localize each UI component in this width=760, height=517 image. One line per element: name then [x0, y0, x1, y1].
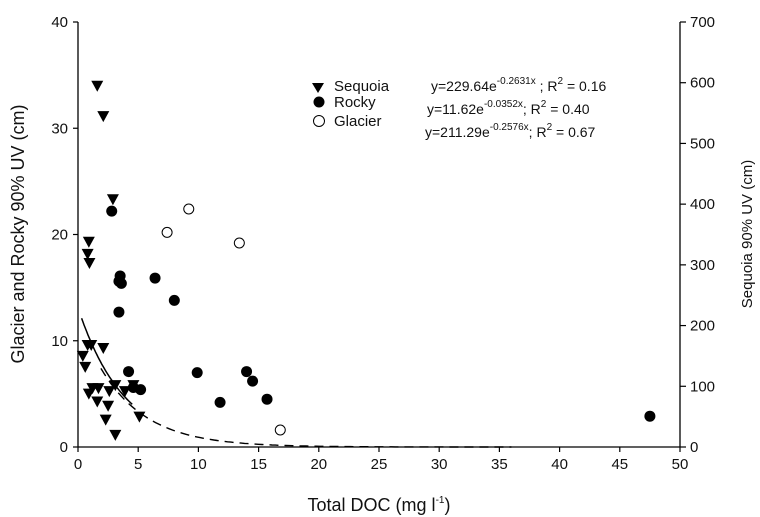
sequoia-point — [82, 236, 95, 248]
rocky-point — [191, 367, 203, 379]
rocky-point — [241, 366, 253, 378]
sequoia-point — [92, 383, 105, 395]
data-points — [76, 80, 656, 441]
rocky-point — [247, 375, 259, 387]
rocky-point — [149, 272, 161, 284]
fit-curves — [80, 317, 512, 448]
right-y-tick-label: 200 — [690, 318, 715, 335]
sequoia-fit-line — [80, 317, 133, 405]
sequoia-point — [118, 386, 131, 398]
sequoia-point — [103, 386, 116, 398]
sequoia-point — [79, 361, 92, 373]
rocky-point — [123, 366, 135, 378]
right-y-tick-label: 300 — [690, 257, 715, 274]
legend-sequoia-marker — [312, 83, 324, 93]
sequoia-point — [109, 380, 122, 392]
x-tick-label: 15 — [250, 456, 267, 473]
ticks: 0 5 10 15 20 25 30 35 40 45 5001020304001002003004… — [51, 14, 715, 473]
glacier-point — [274, 424, 286, 436]
rocky-point — [135, 384, 147, 396]
x-axis-title: Total DOC (mg l-1) — [308, 495, 451, 515]
rocky-point — [644, 410, 656, 422]
sequoia-point — [82, 388, 95, 400]
legend-sequoia-label: Sequoia — [334, 78, 390, 95]
left-y-tick-label: 40 — [51, 14, 68, 31]
legend-glacier-marker — [313, 115, 325, 127]
sequoia-point — [102, 400, 115, 412]
legend-glacier-equation: y=211.29e-0.2576x; R2 = 0.67 — [425, 122, 596, 140]
sequoia-point — [97, 111, 110, 123]
glacier-point — [161, 226, 173, 238]
sequoia-point — [97, 343, 110, 355]
sequoia-point — [91, 80, 104, 92]
sequoia-point — [83, 258, 96, 270]
glacier-point — [233, 237, 245, 249]
x-tick-label: 35 — [491, 456, 508, 473]
legend-sequoia-equation: y=229.64e-0.2631x ; R2 = 0.16 — [431, 76, 606, 94]
sequoia-point — [91, 396, 104, 408]
right-y-tick-label: 100 — [690, 378, 715, 395]
x-tick-label: 50 — [672, 456, 689, 473]
glacier-fit-line — [100, 368, 512, 448]
left-y-tick-label: 0 — [60, 439, 68, 456]
right-y-tick-label: 0 — [690, 439, 698, 456]
rocky-point — [261, 393, 273, 405]
x-tick-label: 40 — [551, 456, 568, 473]
sequoia-point — [81, 248, 94, 260]
rocky-point — [168, 294, 180, 306]
right-y-tick-label: 500 — [690, 135, 715, 152]
x-tick-label: 20 — [310, 456, 327, 473]
rocky-point — [115, 277, 127, 289]
sequoia-point — [109, 429, 122, 441]
x-tick-label: 10 — [190, 456, 207, 473]
right-y-tick-label: 400 — [690, 196, 715, 213]
x-tick-label: 30 — [431, 456, 448, 473]
x-tick-label: 5 — [134, 456, 142, 473]
legend-glacier-label: Glacier — [334, 113, 382, 130]
sequoia-point — [85, 340, 98, 351]
rocky-point — [106, 205, 118, 217]
sequoia-point — [133, 411, 146, 423]
x-tick-label: 25 — [371, 456, 388, 473]
legend-rocky-label: Rocky — [334, 94, 376, 111]
glacier-point — [183, 203, 195, 215]
legend: Sequoia y=229.64e-0.2631x ; R2 = 0.16 Ro… — [312, 76, 606, 140]
left-y-tick-label: 20 — [51, 227, 68, 244]
rocky-point — [113, 306, 125, 318]
right-y-tick-label: 600 — [690, 75, 715, 92]
left-y-axis-title: Glacier and Rocky 90% UV (cm) — [8, 104, 28, 363]
legend-rocky-equation: y=11.62e-0.0352x; R2 = 0.40 — [427, 99, 590, 117]
sequoia-point — [76, 350, 89, 362]
left-y-tick-label: 30 — [51, 120, 68, 137]
x-tick-label: 45 — [611, 456, 628, 473]
sequoia-point — [99, 414, 112, 426]
rocky-point — [214, 396, 226, 408]
right-y-tick-label: 700 — [690, 14, 715, 31]
left-y-tick-label: 10 — [51, 333, 68, 350]
right-y-axis-title: Sequoia 90% UV (cm) — [739, 160, 756, 308]
sequoia-point — [106, 194, 119, 206]
legend-rocky-marker — [313, 96, 325, 108]
x-tick-label: 0 — [74, 456, 82, 473]
